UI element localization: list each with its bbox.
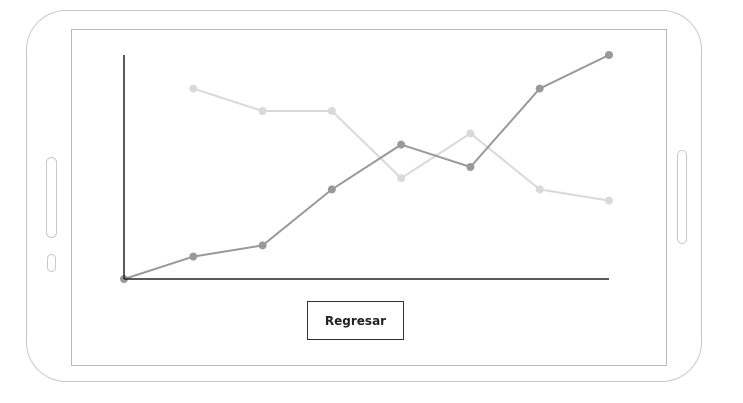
series-layer [120, 51, 613, 283]
series-1-point-4 [397, 140, 406, 149]
series-1-point-1 [189, 252, 198, 261]
series-1-point-2 [258, 241, 267, 250]
series-2-point-2 [258, 107, 267, 115]
series-2-point-7 [605, 196, 613, 205]
series-1-point-6 [535, 84, 544, 93]
series-2-point-1 [189, 84, 198, 93]
series-2-point-3 [327, 107, 336, 115]
series-1-line [123, 54, 610, 280]
left-side-button [46, 157, 57, 238]
series-2-point-5 [466, 129, 475, 138]
left-side-camera [47, 254, 56, 272]
series-1-point-7 [605, 51, 613, 59]
back-button[interactable]: Regresar [307, 301, 404, 340]
right-side-button [677, 150, 687, 244]
series-1-point-3 [327, 185, 336, 194]
series-2-point-4 [397, 174, 406, 183]
series-1-point-5 [466, 163, 475, 171]
series-2-point-6 [535, 185, 544, 194]
